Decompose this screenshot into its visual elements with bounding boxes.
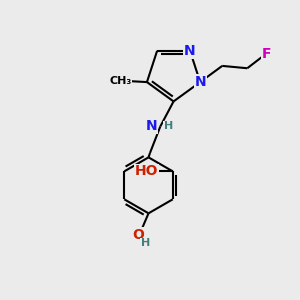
- Text: N: N: [146, 119, 158, 134]
- Text: H: H: [164, 122, 173, 131]
- Text: N: N: [184, 44, 196, 58]
- Text: CH₃: CH₃: [109, 76, 132, 85]
- Text: N: N: [194, 75, 206, 89]
- Text: H: H: [141, 238, 150, 248]
- Text: F: F: [262, 46, 271, 61]
- Text: O: O: [132, 227, 144, 242]
- Text: HO: HO: [135, 164, 159, 178]
